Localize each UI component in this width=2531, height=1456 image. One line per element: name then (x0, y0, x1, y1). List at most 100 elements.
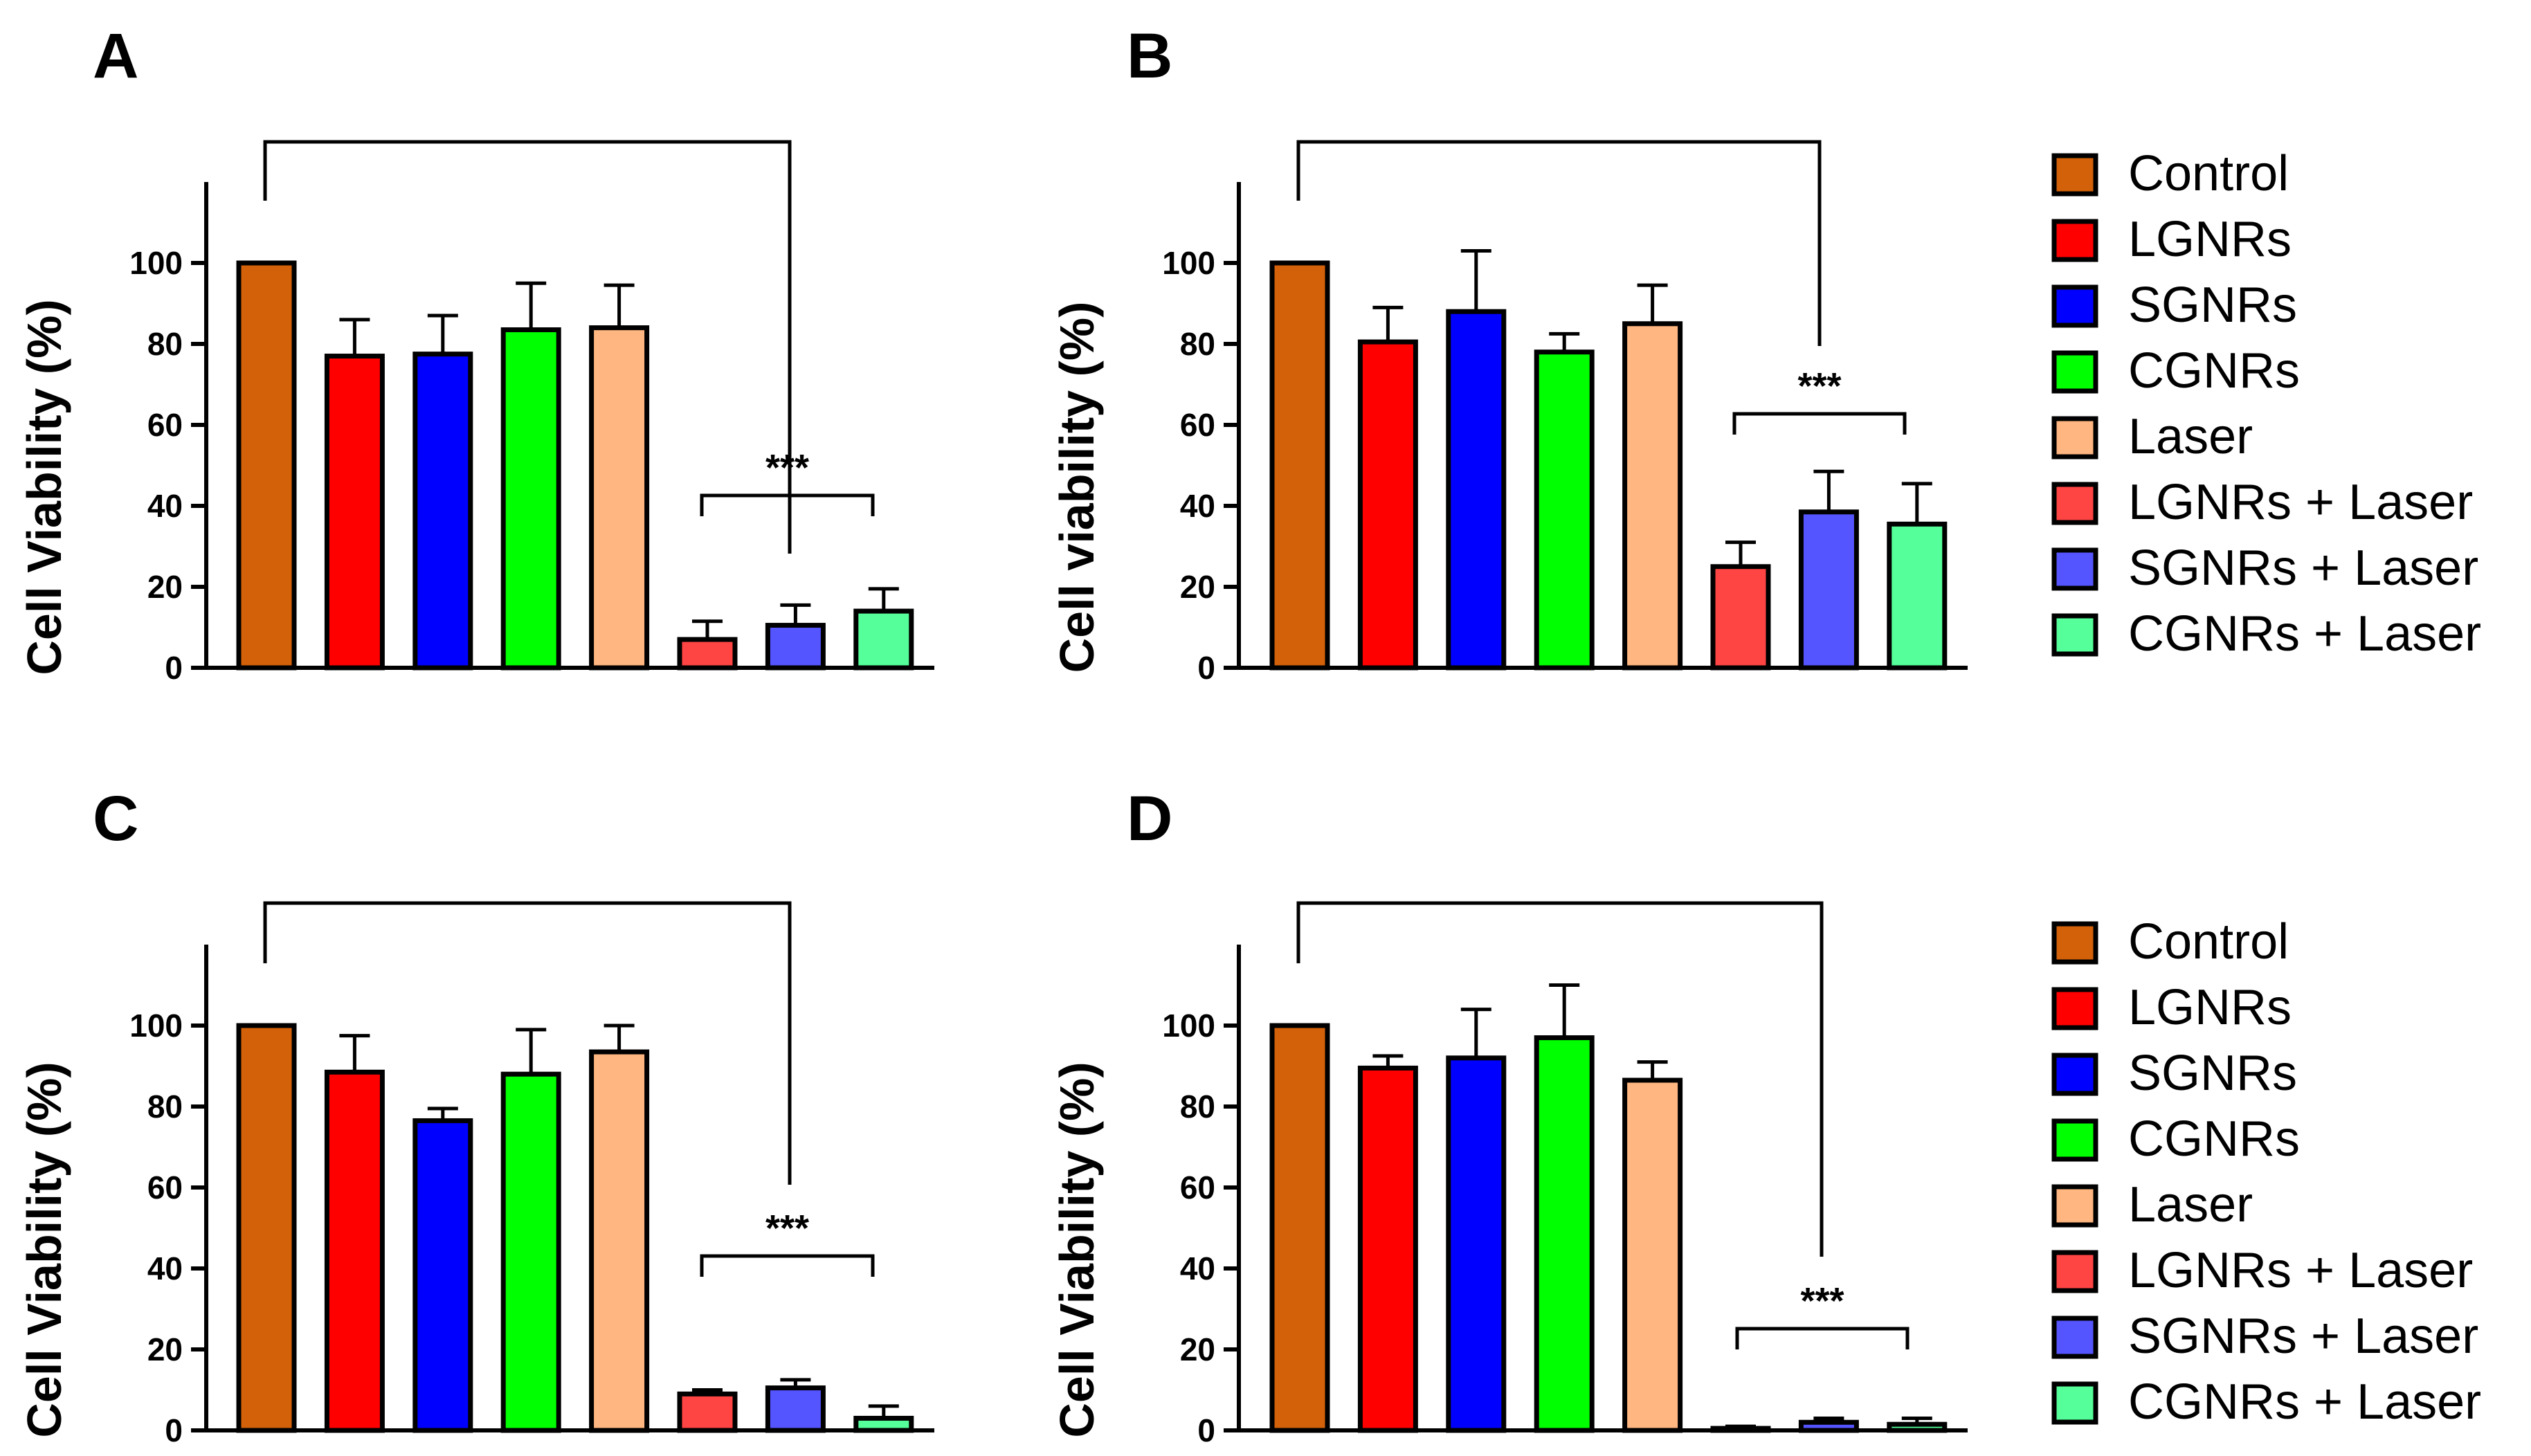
panel-c: C 0 20 40 60 80 100 Cell Viability (%) *** (17, 783, 934, 1448)
legend-label: CGNRs + Laser (2128, 1374, 2481, 1430)
y-tick-label: 80 (147, 1089, 183, 1125)
bar-sgnrs (1446, 309, 1507, 671)
legend-label: CGNRs (2128, 1111, 2300, 1167)
bar-sgnrs-laser (765, 1385, 826, 1433)
legend-swatch (2051, 482, 2098, 525)
legend-swatch (2051, 219, 2098, 262)
y-tick-label: 40 (147, 1250, 183, 1286)
bar-cgnrs-laser (1887, 1421, 1948, 1433)
y-tick-label: 60 (1180, 1170, 1215, 1205)
legend-label: LGNRs + Laser (2128, 475, 2473, 530)
legend-label: SGNRs (2128, 277, 2297, 333)
significance-stars: *** (765, 447, 809, 489)
y-tick-label: 100 (1162, 245, 1215, 281)
legend-swatch (2051, 1118, 2098, 1162)
bar-lgnrs (324, 354, 385, 671)
y-tick-label: 100 (129, 1008, 183, 1044)
panel-letter: A (93, 21, 138, 91)
y-axis-label: Cell Viability (%) (1050, 1062, 1104, 1437)
y-axis-label: Cell viability (%) (1050, 302, 1104, 673)
panel-d: D 0 20 40 60 80 100 Cell Viability (%) *** (1050, 783, 1968, 1448)
bar-sgnrs-laser (1798, 509, 1859, 671)
bar-lgnrs-laser (677, 637, 738, 671)
bar-laser (589, 1049, 650, 1433)
legend-swatch (2051, 1250, 2098, 1293)
y-tick-label: 0 (1197, 1412, 1215, 1448)
legend-swatch (2051, 153, 2098, 197)
y-tick-label: 40 (1180, 1250, 1215, 1286)
y-tick-label: 80 (1180, 326, 1215, 362)
legend-swatch (2051, 350, 2098, 394)
bar-sgnrs-laser (1798, 1419, 1859, 1433)
legend-label: SGNRs (2128, 1046, 2297, 1101)
legend-label: SGNRs + Laser (2128, 1309, 2478, 1364)
y-tick-label: 100 (129, 245, 183, 281)
legend-label: CGNRs + Laser (2128, 606, 2481, 662)
bar-control (1269, 1023, 1330, 1433)
legend-label: CGNRs (2128, 343, 2300, 399)
y-tick-label: 60 (147, 407, 183, 443)
legend-swatch (2051, 1053, 2098, 1096)
bar-lgnrs (324, 1069, 385, 1433)
y-tick-label: 20 (147, 569, 183, 605)
y-tick-label: 20 (1180, 1331, 1215, 1367)
bar-lgnrs (1357, 339, 1418, 671)
legend-label: Control (2128, 914, 2289, 970)
bar-sgnrs-laser (765, 623, 826, 671)
significance-bracket-inner (1735, 1327, 1909, 1349)
bar-control (1269, 260, 1330, 671)
significance-bracket-outer (263, 901, 792, 1185)
legend-swatch (2051, 987, 2098, 1030)
bar-laser (1622, 321, 1683, 671)
legend-label: LGNRs (2128, 980, 2292, 1035)
legend-swatch (2051, 1381, 2098, 1425)
bar-cgnrs-laser (853, 608, 914, 671)
legend-label: SGNRs + Laser (2128, 540, 2478, 596)
significance-stars: *** (1800, 1280, 1844, 1322)
legend-label: Laser (2128, 1177, 2253, 1232)
bar-cgnrs-laser (1887, 521, 1948, 671)
y-tick-label: 0 (165, 1412, 183, 1448)
legend-2: Control LGNRs SGNRs CGNRs Laser LGNRs + Laser… (2051, 914, 2481, 1430)
panel-a: A 0 20 40 60 80 100 Cell Viability (%) *** (17, 21, 934, 686)
bar-cgnrs-laser (853, 1415, 914, 1433)
y-tick-label: 0 (1197, 650, 1215, 686)
legend-swatch (2051, 1316, 2098, 1359)
legend-label: Laser (2128, 409, 2253, 464)
y-tick-label: 20 (147, 1331, 183, 1367)
bar-control (236, 1023, 297, 1433)
y-tick-label: 80 (147, 326, 183, 362)
bar-lgnrs-laser (1710, 564, 1771, 671)
legend-label: Control (2128, 146, 2289, 201)
legend-label: LGNRs (2128, 212, 2292, 267)
y-tick-label: 60 (1180, 407, 1215, 443)
legend-label: LGNRs + Laser (2128, 1243, 2473, 1298)
y-tick-label: 40 (147, 488, 183, 524)
significance-stars: *** (765, 1208, 809, 1249)
bar-lgnrs (1357, 1065, 1418, 1433)
bar-sgnrs (412, 1118, 473, 1433)
bar-laser (1622, 1077, 1683, 1433)
panel-letter: D (1127, 783, 1172, 854)
legend-swatch (2051, 921, 2098, 965)
significance-bracket-outer (1296, 901, 1824, 1257)
bar-control (236, 260, 297, 671)
y-tick-label: 40 (1180, 488, 1215, 524)
bar-lgnrs-laser (1710, 1426, 1771, 1433)
y-tick-label: 20 (1180, 569, 1215, 605)
significance-bracket-inner (700, 1254, 875, 1277)
significance-bracket-outer (263, 140, 792, 554)
bar-sgnrs (412, 352, 473, 671)
bar-cgnrs (1534, 349, 1595, 671)
y-tick-label: 0 (165, 650, 183, 686)
bar-laser (589, 325, 650, 671)
significance-stars: *** (1797, 365, 1841, 407)
legend-swatch (2051, 1184, 2098, 1228)
legend-swatch (2051, 547, 2098, 591)
panel-b: B 0 20 40 60 80 100 Cell viability (%) *** (1050, 21, 1968, 686)
legend-swatch (2051, 416, 2098, 459)
bar-lgnrs-laser (677, 1391, 738, 1433)
bar-cgnrs (500, 327, 561, 671)
bar-cgnrs (1534, 1035, 1595, 1433)
